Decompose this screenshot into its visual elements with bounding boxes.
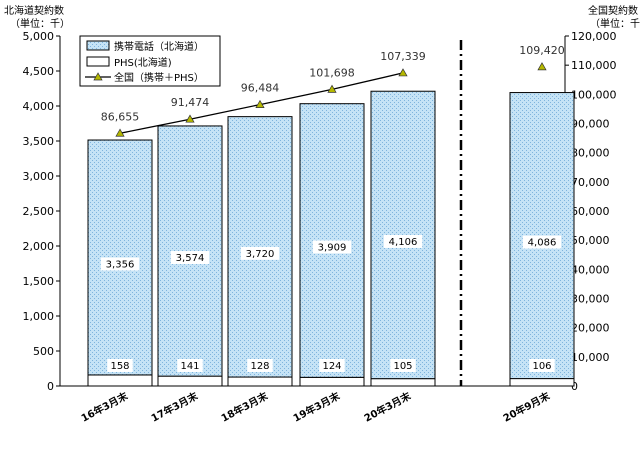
left-tick-label: 5,000: [23, 30, 55, 43]
right-axis-title-line2: （単位：千）: [590, 17, 640, 30]
x-category-label: 18年3月末: [219, 389, 271, 425]
legend-label-total: 全国（携帯＋PHS）: [114, 71, 204, 84]
left-tick-label: 1,500: [23, 275, 55, 288]
mobile-label-box: [312, 240, 352, 254]
left-tick-label: 500: [33, 345, 54, 358]
phs-value-label: 105: [393, 361, 412, 372]
right-tick-label: 90,000: [571, 118, 610, 131]
mobile-bar: [87, 139, 153, 376]
legend-swatch-mobile: [86, 40, 110, 51]
right-axis-title-line1: 全国契約数: [588, 4, 638, 17]
left-tick-label: 3,000: [23, 170, 55, 183]
left-tick-label: 2,500: [23, 205, 55, 218]
mobile-label-box: [522, 235, 562, 249]
right-tick-label: 120,000: [571, 30, 617, 43]
phs-bar: [370, 378, 436, 387]
mobile-value-label: 3,720: [246, 249, 275, 260]
total-value-label: 96,484: [241, 82, 280, 95]
right-tick-label: 80,000: [571, 147, 610, 160]
left-tick-label: 4,500: [23, 65, 55, 78]
total-marker: [398, 68, 408, 77]
mobile-value-label: 4,106: [389, 237, 418, 248]
x-category-label: 17年3月末: [149, 389, 201, 425]
total-marker: [185, 114, 195, 123]
legend-swatch-marker: [93, 72, 103, 81]
left-tick-label: 0: [47, 380, 54, 393]
right-tick-label: 70,000: [571, 176, 610, 189]
right-tick-label: 110,000: [571, 59, 617, 72]
phs-label-box: [107, 359, 133, 372]
left-tick-label: 2,000: [23, 240, 55, 253]
x-category-label: 20年3月末: [362, 389, 414, 425]
phs-value-label: 141: [180, 361, 199, 372]
left-axis-title-line2: （単位：千）: [10, 17, 70, 30]
right-axis-title: 全国契約数（単位：千）: [588, 4, 640, 30]
total-value-label: 109,420: [519, 44, 565, 57]
right-tick-label: 0: [571, 380, 578, 393]
legend-label-mobile: 携帯電話（北海道）: [114, 40, 204, 53]
x-category-label: 19年3月末: [291, 389, 343, 425]
total-value-label: 101,698: [309, 66, 355, 79]
legend-label-phs: PHS(北海道): [114, 56, 172, 69]
phs-label-box: [529, 359, 555, 372]
phs-bar: [87, 374, 153, 387]
x-category-labels: 16年3月末 17年3月末 18年3月末 19年3月末 20年3月末 20年9月末: [79, 389, 553, 425]
mobile-value-label: 3,909: [318, 243, 347, 254]
mobile-label-box: [170, 251, 210, 265]
x-category-label: 20年9月末: [501, 389, 553, 425]
phs-value-label: 128: [250, 361, 269, 372]
mobile-label-box: [383, 234, 423, 248]
phs-bar: [299, 376, 365, 387]
phs-value-label: 124: [322, 361, 341, 372]
left-tick-label: 1,000: [23, 310, 55, 323]
bars-group: 3,356 158 3,574 141 3,720 128 3,909 124 4,106 105…: [87, 90, 575, 387]
right-tick-label: 20,000: [571, 322, 610, 335]
mobile-label-box: [240, 246, 280, 260]
total-value-label: 86,655: [101, 110, 140, 123]
mobile-value-label: 3,356: [106, 259, 135, 270]
phs-label-box: [319, 359, 345, 372]
total-line-group: 86,655 91,474 96,484 101,698 107,339 109,420: [101, 44, 565, 137]
phs-bar: [157, 375, 223, 387]
total-marker: [115, 128, 125, 137]
right-tick-label: 40,000: [571, 263, 610, 276]
phs-label-box: [390, 359, 416, 372]
phs-label-box: [247, 359, 273, 372]
total-marker: [255, 99, 265, 108]
right-tick-label: 30,000: [571, 293, 610, 306]
mobile-bar: [509, 92, 575, 380]
phs-bar: [227, 376, 293, 387]
phs-label-box: [177, 359, 203, 372]
left-axis-title-line1: 北海道契約数: [4, 4, 64, 17]
mobile-bar: [227, 116, 293, 378]
left-tick-label: 4,000: [23, 100, 55, 113]
phs-bar: [509, 378, 575, 387]
left-axis-title: 北海道契約数（単位：千）: [4, 4, 70, 30]
right-tick-label: 60,000: [571, 205, 610, 218]
mobile-value-label: 4,086: [528, 238, 557, 249]
phs-value-label: 106: [532, 361, 551, 372]
right-tick-label: 10,000: [571, 351, 610, 364]
right-tick-label: 100,000: [571, 88, 617, 101]
total-value-label: 91,474: [171, 96, 210, 109]
right-tick-label: 50,000: [571, 234, 610, 247]
left-tick-label: 3,500: [23, 135, 55, 148]
total-value-label: 107,339: [380, 50, 426, 63]
phs-value-label: 158: [110, 361, 129, 372]
total-marker: [537, 62, 547, 71]
mobile-value-label: 3,574: [176, 253, 205, 264]
mobile-label-box: [100, 257, 140, 271]
legend-swatch-phs: [86, 56, 110, 67]
legend: 携帯電話（北海道） PHS(北海道) 全国（携帯＋PHS）: [79, 35, 221, 87]
x-category-label: 16年3月末: [79, 389, 131, 425]
total-marker: [327, 84, 337, 93]
